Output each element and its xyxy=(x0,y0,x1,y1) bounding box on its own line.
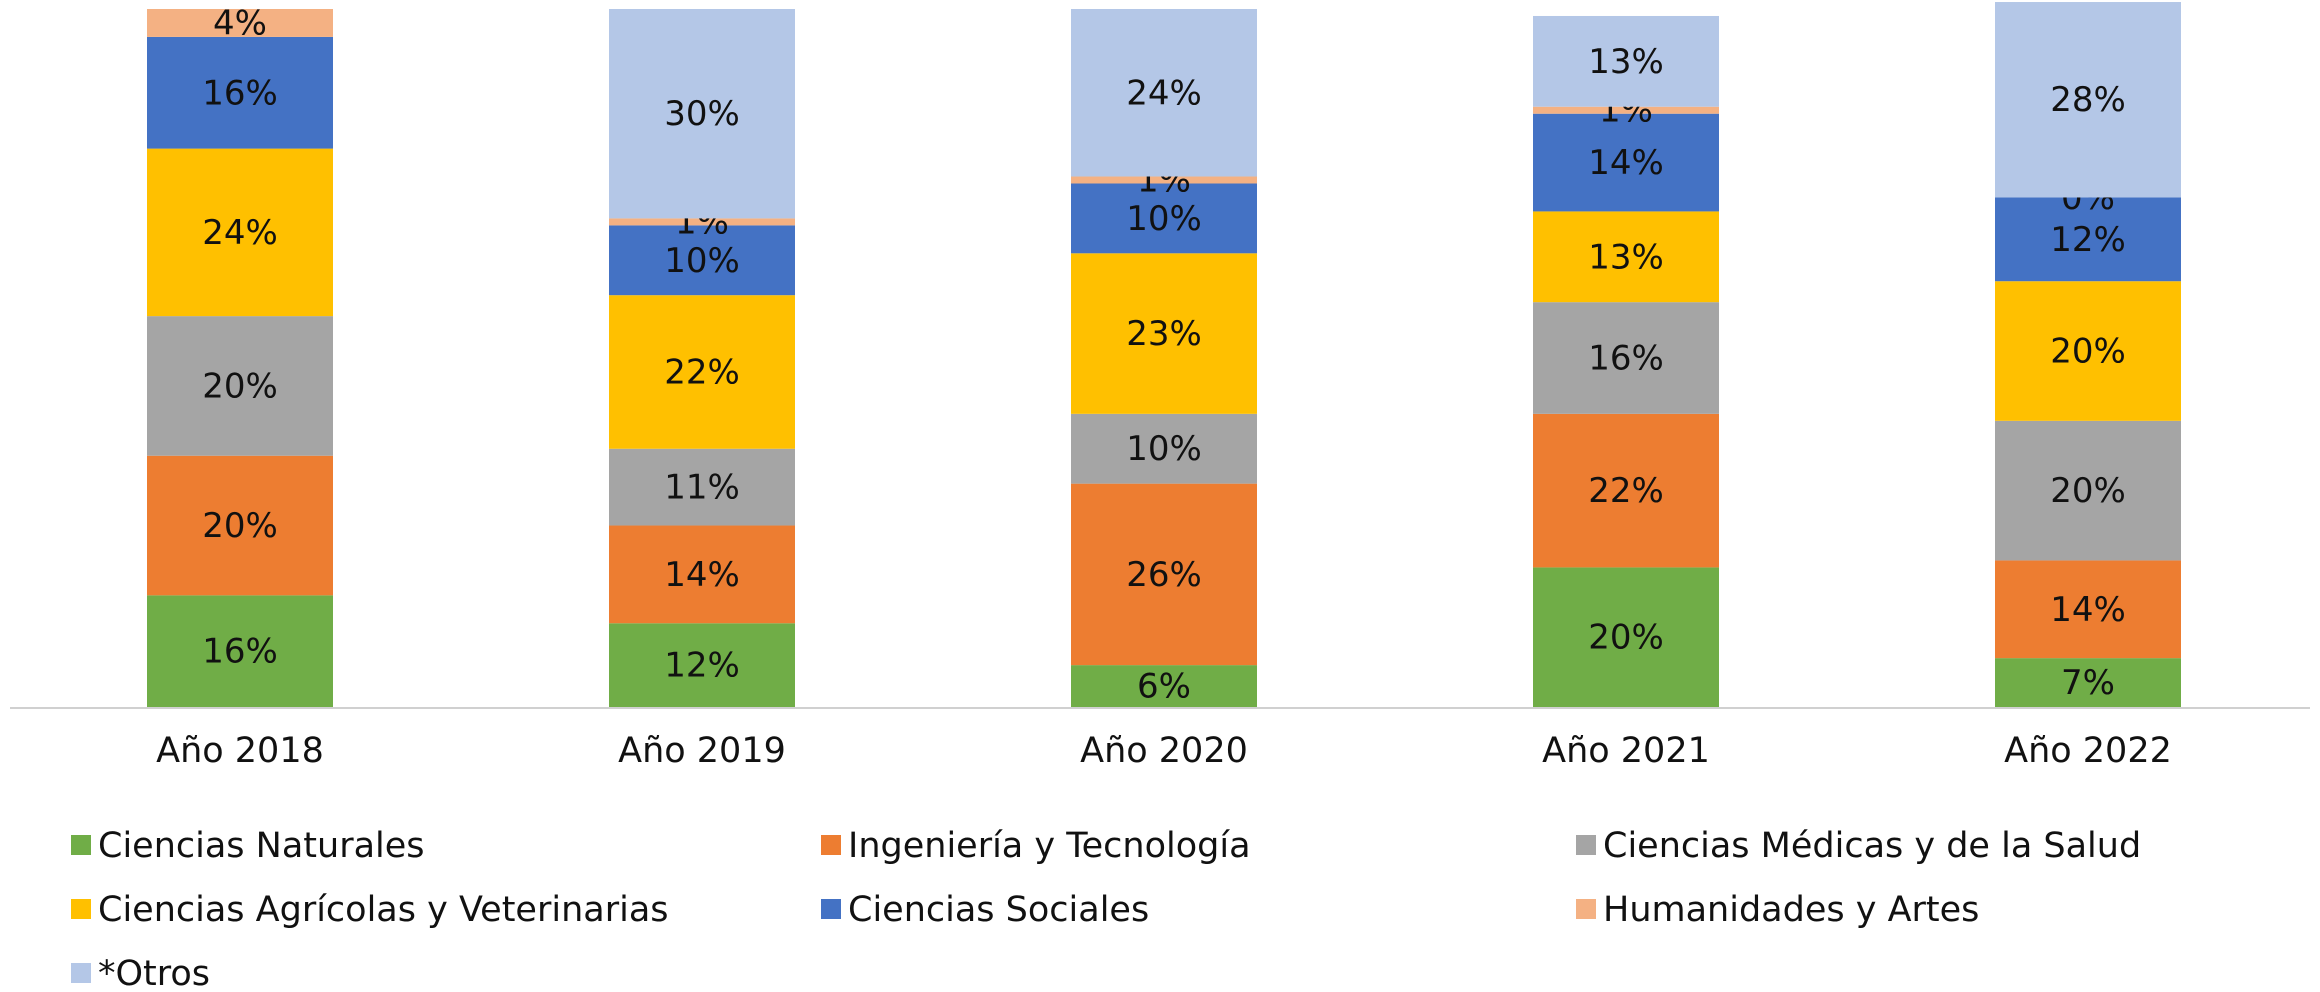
bar-segment xyxy=(1995,658,2181,707)
data-label: 6% xyxy=(1137,667,1191,707)
data-label: 20% xyxy=(202,366,278,406)
data-label: 12% xyxy=(2050,220,2126,260)
bar-segment xyxy=(1071,665,1257,707)
bar-segment xyxy=(1533,413,1719,568)
bar-segment xyxy=(1071,9,1257,177)
bar-segment xyxy=(1071,413,1257,484)
data-label: 11% xyxy=(664,468,740,508)
data-label: 24% xyxy=(202,213,278,253)
data-label: 28% xyxy=(2050,80,2126,120)
legend-label: *Otros xyxy=(98,954,210,992)
bar-segment xyxy=(609,225,795,296)
x-tick-label: Año 2020 xyxy=(1080,731,1248,771)
data-label: 16% xyxy=(1588,339,1664,379)
bar-segment xyxy=(1995,420,2181,561)
data-label: 14% xyxy=(2050,590,2126,630)
data-label: 16% xyxy=(202,73,278,113)
data-label: 22% xyxy=(664,352,740,392)
bar-segment xyxy=(1071,176,1257,184)
legend-label: Ciencias Médicas y de la Salud xyxy=(1603,826,2141,866)
bar-segment xyxy=(1533,567,1719,707)
data-label: 10% xyxy=(1126,199,1202,239)
legend-swatch xyxy=(71,899,91,919)
bar-segment xyxy=(1533,106,1719,114)
legend-label: Ciencias Agrícolas y Veterinarias xyxy=(98,890,669,930)
x-tick-label: Año 2021 xyxy=(1542,731,1710,771)
data-label: 20% xyxy=(1588,618,1664,658)
bar-segment xyxy=(1071,183,1257,254)
data-label: 12% xyxy=(664,646,740,686)
data-label: 14% xyxy=(1588,143,1664,183)
legend-swatch xyxy=(1576,899,1596,919)
bar-segment xyxy=(1071,253,1257,414)
bar-segment xyxy=(1533,15,1719,107)
legend-label: Ciencias Sociales xyxy=(848,890,1149,930)
legend-swatch xyxy=(1576,835,1596,855)
data-label: 13% xyxy=(1588,237,1664,277)
bar-segment xyxy=(1995,197,2181,282)
bar-segment xyxy=(147,316,333,456)
data-label: 16% xyxy=(202,632,278,672)
bar-segment xyxy=(1995,2,2181,198)
data-label: 10% xyxy=(664,241,740,281)
bar-segment xyxy=(147,9,333,37)
bar-segment xyxy=(1071,483,1257,666)
x-tick-label: Año 2019 xyxy=(618,731,786,771)
bar-segment xyxy=(1995,560,2181,659)
legend-label: Humanidades y Artes xyxy=(1603,890,1979,930)
x-tick-label: Año 2018 xyxy=(156,731,324,771)
data-label: 4% xyxy=(213,3,267,43)
data-label: 30% xyxy=(664,94,740,134)
data-label: 20% xyxy=(202,506,278,546)
bar-segment xyxy=(609,9,795,219)
data-label: 26% xyxy=(1126,555,1202,595)
data-label: 24% xyxy=(1126,73,1202,113)
bar-segment xyxy=(147,36,333,149)
data-label: 13% xyxy=(1588,42,1664,82)
x-tick-label: Año 2022 xyxy=(2004,731,2172,771)
legend-swatch xyxy=(821,835,841,855)
bar-segment xyxy=(1995,281,2181,421)
legend-label: Ciencias Naturales xyxy=(98,826,425,866)
bar-segment xyxy=(609,623,795,707)
bar-segment xyxy=(147,595,333,707)
data-label: 20% xyxy=(2050,471,2126,511)
data-label: 22% xyxy=(1588,471,1664,511)
bar-segment xyxy=(147,455,333,596)
bar-segment xyxy=(609,448,795,526)
bar-segment xyxy=(147,148,333,317)
data-label: 7% xyxy=(2061,663,2115,703)
bar-segment xyxy=(609,525,795,624)
data-label: 20% xyxy=(2050,332,2126,372)
data-label: 10% xyxy=(1126,429,1202,469)
legend-label: Ingeniería y Tecnología xyxy=(848,826,1251,866)
bar-segment xyxy=(609,295,795,449)
data-label: 23% xyxy=(1126,314,1202,354)
bar-segment xyxy=(1533,302,1719,414)
bar-segment xyxy=(609,218,795,226)
legend-swatch xyxy=(71,963,91,983)
legend-swatch xyxy=(71,835,91,855)
data-label: 14% xyxy=(664,555,740,595)
bar-segment xyxy=(1533,211,1719,303)
bar-segment xyxy=(1533,113,1719,212)
legend-swatch xyxy=(821,899,841,919)
